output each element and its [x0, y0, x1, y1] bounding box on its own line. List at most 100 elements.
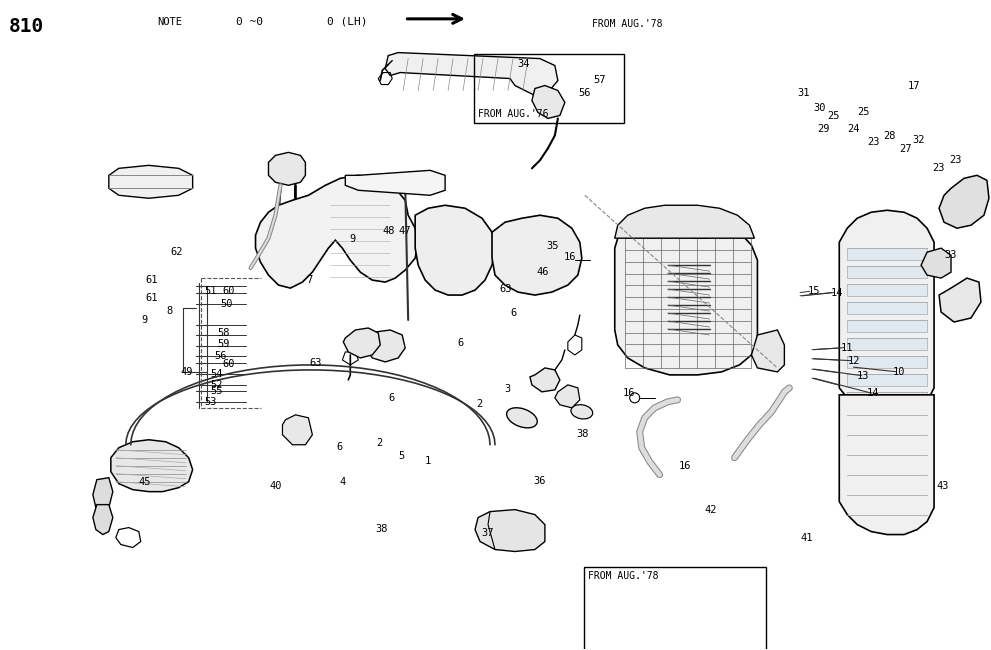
Polygon shape: [847, 356, 927, 368]
Polygon shape: [614, 222, 757, 375]
Text: 11: 11: [840, 343, 853, 353]
Text: 34: 34: [517, 59, 529, 70]
Polygon shape: [847, 338, 927, 350]
Polygon shape: [530, 368, 560, 392]
Text: FROM AUG.'78: FROM AUG.'78: [588, 571, 658, 581]
Polygon shape: [555, 385, 580, 408]
Ellipse shape: [506, 408, 537, 428]
Text: 9: 9: [142, 315, 148, 325]
Polygon shape: [847, 266, 927, 278]
Text: 7: 7: [306, 274, 313, 285]
Text: 6: 6: [458, 338, 464, 348]
Text: 23: 23: [867, 137, 879, 147]
Text: 29: 29: [818, 124, 830, 134]
Polygon shape: [93, 504, 113, 534]
Text: 47: 47: [398, 226, 411, 236]
Text: 30: 30: [814, 103, 826, 112]
Polygon shape: [415, 205, 495, 295]
Text: 10: 10: [893, 367, 905, 377]
Text: 32: 32: [913, 135, 925, 145]
Text: 54: 54: [210, 369, 223, 379]
Polygon shape: [847, 392, 927, 404]
Text: 50: 50: [220, 299, 233, 309]
Text: 46: 46: [537, 266, 549, 277]
Text: 13: 13: [857, 370, 870, 381]
Text: 23: 23: [949, 155, 961, 164]
Text: 9: 9: [349, 235, 355, 244]
Text: 38: 38: [577, 429, 589, 439]
Polygon shape: [385, 53, 558, 96]
Text: 52: 52: [210, 380, 223, 389]
Text: 0 ~0: 0 ~0: [237, 17, 264, 27]
Polygon shape: [847, 374, 927, 386]
Text: 16: 16: [679, 462, 692, 471]
Text: 4: 4: [339, 477, 345, 487]
Polygon shape: [343, 328, 381, 358]
Bar: [474, 54, 624, 124]
Text: 43: 43: [936, 481, 948, 491]
Text: 16: 16: [564, 252, 576, 262]
Text: 40: 40: [270, 481, 282, 491]
Text: 33: 33: [944, 250, 956, 260]
Ellipse shape: [571, 405, 593, 419]
Text: 3: 3: [504, 384, 510, 393]
Text: 15: 15: [808, 286, 821, 296]
Text: 25: 25: [827, 111, 840, 121]
Polygon shape: [614, 205, 754, 238]
Polygon shape: [751, 330, 785, 372]
Text: 57: 57: [593, 75, 606, 85]
Polygon shape: [847, 284, 927, 296]
Polygon shape: [269, 152, 305, 185]
Polygon shape: [340, 205, 356, 225]
Text: 45: 45: [138, 477, 151, 487]
Text: 25: 25: [857, 107, 870, 117]
Bar: [584, 567, 766, 650]
Text: 59: 59: [217, 339, 230, 350]
Polygon shape: [921, 248, 951, 278]
Polygon shape: [345, 170, 445, 195]
Polygon shape: [256, 176, 418, 288]
Text: 49: 49: [180, 367, 193, 377]
Text: 42: 42: [705, 505, 717, 515]
Text: 23: 23: [933, 163, 944, 173]
Text: 36: 36: [534, 476, 546, 486]
Text: 60: 60: [222, 286, 235, 296]
Text: 63: 63: [309, 358, 322, 368]
Text: 5: 5: [398, 451, 404, 461]
Text: 27: 27: [900, 144, 912, 153]
Polygon shape: [532, 86, 565, 118]
Text: 14: 14: [867, 388, 879, 398]
Polygon shape: [839, 210, 935, 415]
Polygon shape: [282, 415, 312, 445]
Text: 0 (LH): 0 (LH): [327, 17, 368, 27]
Text: NOTE: NOTE: [158, 17, 182, 27]
Text: 48: 48: [383, 226, 395, 236]
Polygon shape: [847, 248, 927, 260]
Text: 14: 14: [830, 287, 843, 298]
Polygon shape: [492, 215, 582, 295]
Polygon shape: [847, 302, 927, 314]
Text: 24: 24: [847, 124, 860, 134]
Text: 17: 17: [908, 81, 920, 91]
Text: 1: 1: [425, 456, 431, 466]
Text: 6: 6: [388, 393, 394, 402]
Text: 62: 62: [170, 248, 183, 257]
Text: 6: 6: [336, 442, 342, 452]
Text: 8: 8: [166, 306, 172, 316]
Polygon shape: [111, 440, 192, 491]
Text: 2: 2: [377, 438, 383, 448]
Text: 41: 41: [801, 533, 814, 543]
Text: 51: 51: [204, 286, 217, 296]
Text: 31: 31: [798, 88, 811, 97]
Polygon shape: [475, 510, 545, 551]
Text: 61: 61: [145, 292, 158, 303]
Polygon shape: [93, 478, 113, 512]
Text: 58: 58: [217, 328, 230, 338]
Text: 2: 2: [477, 399, 483, 409]
Text: 56: 56: [214, 351, 227, 361]
Text: FROM AUG.'76: FROM AUG.'76: [478, 109, 548, 120]
Text: 28: 28: [883, 131, 895, 140]
Text: 60: 60: [222, 359, 235, 369]
Text: 12: 12: [847, 356, 860, 366]
Text: 35: 35: [547, 241, 559, 251]
